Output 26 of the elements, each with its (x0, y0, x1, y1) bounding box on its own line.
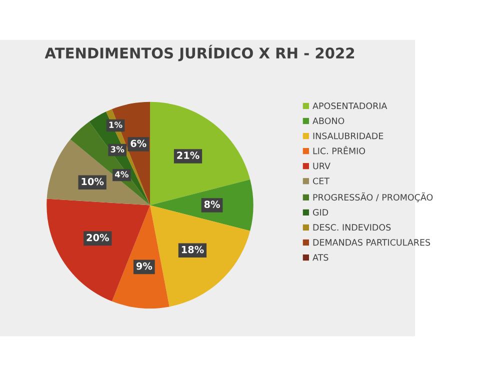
data-label: 9% (136, 262, 152, 270)
legend-label: ABONO (312, 118, 344, 124)
pie-slice (112, 205, 170, 309)
data-label: 8% (204, 200, 220, 208)
data-label: 20% (86, 234, 109, 242)
legend-label: GID (312, 209, 328, 216)
data-label: 10% (82, 178, 104, 186)
data-label: 6% (130, 140, 146, 148)
data-label: 21% (177, 152, 200, 160)
data-label: 4% (115, 171, 129, 178)
legend-label: PROGRESSÃO / PROMOÇÃO (313, 192, 433, 202)
legend-label: CET (312, 178, 330, 184)
legend-label: ATS (312, 254, 328, 261)
legend-label: INSALUBRIDADE (313, 132, 384, 140)
pie-slice (70, 122, 150, 206)
legend-label: DESC. INDEVIDOS (313, 224, 391, 231)
data-label: 3% (110, 146, 124, 152)
legend-label: DEMANDAS PARTICULARES (313, 239, 430, 246)
data-label: 18% (182, 246, 204, 254)
legend-label: LIC. PRÊMIO (313, 146, 366, 154)
pie-slice (46, 139, 150, 206)
chart-title: ATENDIMENTOS JURÍDICO X RH - 2022 (44, 44, 354, 62)
legend-label: APOSENTADORIA (312, 102, 388, 110)
legend-label: URV (313, 162, 330, 170)
pie-slice (46, 198, 150, 302)
data-label: 1% (109, 122, 122, 128)
